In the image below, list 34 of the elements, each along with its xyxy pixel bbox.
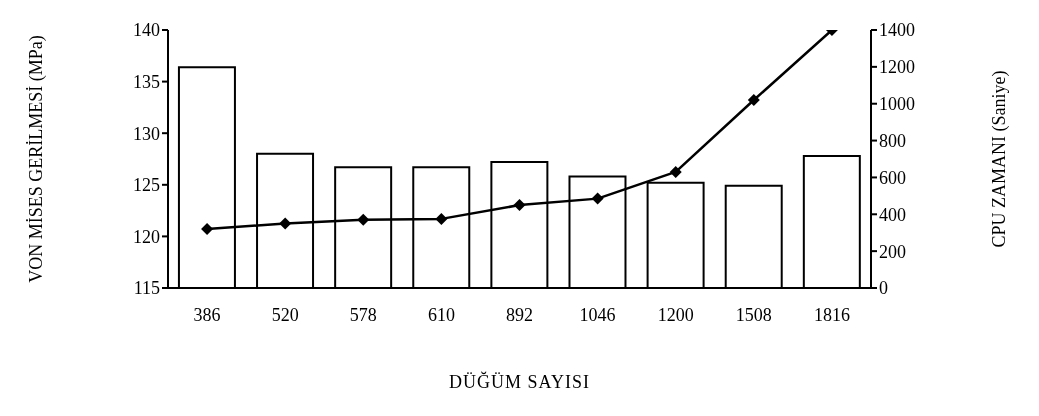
point <box>513 199 526 212</box>
x-tick-label: 1046 <box>579 304 616 325</box>
x-tick-label: 1816 <box>813 304 850 325</box>
x-tick-label: 1200 <box>657 304 694 325</box>
y2-axis-title: CPU ZAMANI (Saniye) <box>989 70 1011 248</box>
x-tick-label: 892 <box>506 304 533 325</box>
y2-tick-label: 400 <box>879 204 906 225</box>
point <box>201 223 214 236</box>
y2-tick-label: 0 <box>879 278 888 299</box>
point <box>279 217 292 230</box>
x-tick-label: 578 <box>349 304 377 325</box>
x-tick-label: 1508 <box>735 304 772 325</box>
x-axis-title: DÜĞÜM SAYISI <box>449 371 590 392</box>
y-tick-label: 130 <box>133 123 160 144</box>
y2-tick-label: 1400 <box>879 20 915 41</box>
point <box>357 213 370 226</box>
point <box>591 192 604 205</box>
y2-tick-label: 600 <box>879 167 906 188</box>
x-tick-label: 520 <box>271 304 299 325</box>
y2-tick-label: 1000 <box>879 94 915 115</box>
y2-tick-label: 800 <box>879 130 906 151</box>
point <box>747 94 760 107</box>
y-tick-label: 115 <box>133 278 160 299</box>
y-tick-label: 125 <box>133 175 160 196</box>
y2-tick-label: 200 <box>879 241 906 262</box>
x-tick-label: 386 <box>193 304 221 325</box>
point <box>435 212 448 225</box>
y-axis-title: VON MİSES GERİLMESİ (MPa) <box>26 35 48 283</box>
point <box>669 165 682 178</box>
y2-tick-label: 1200 <box>879 57 915 78</box>
y-tick-label: 140 <box>133 20 160 41</box>
y-tick-label: 120 <box>133 226 160 247</box>
x-tick-label: 610 <box>427 304 455 325</box>
y-tick-label: 135 <box>133 71 160 92</box>
